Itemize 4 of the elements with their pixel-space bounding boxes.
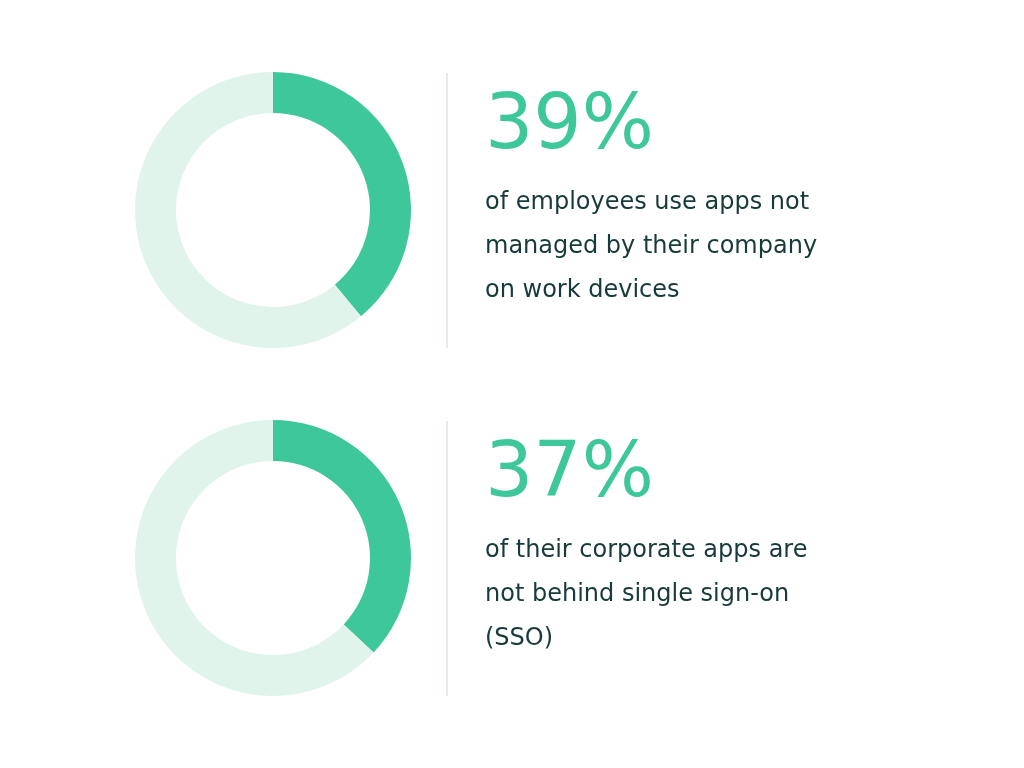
text: of their corporate apps are not behind single sign-on (SSO) [485, 535, 816, 651]
text: 37% [485, 424, 654, 514]
text: 39% [485, 76, 654, 166]
text: of employees use apps not managed by their company on work devices [485, 187, 825, 303]
